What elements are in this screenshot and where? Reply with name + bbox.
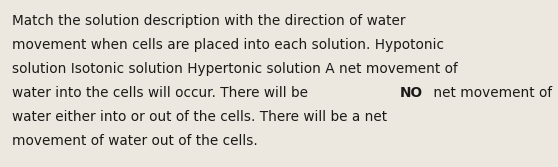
Text: Match the solution description with the direction of water: Match the solution description with the …	[12, 14, 406, 28]
Text: net movement of: net movement of	[429, 86, 552, 100]
Text: water either into or out of the cells. There will be a net: water either into or out of the cells. T…	[12, 110, 387, 124]
Text: movement when cells are placed into each solution. Hypotonic: movement when cells are placed into each…	[12, 38, 444, 52]
Text: movement of water out of the cells.: movement of water out of the cells.	[12, 134, 258, 148]
Text: NO: NO	[400, 86, 422, 100]
Text: water into the cells will occur. There will be: water into the cells will occur. There w…	[12, 86, 312, 100]
Text: solution Isotonic solution Hypertonic solution A net movement of: solution Isotonic solution Hypertonic so…	[12, 62, 458, 76]
